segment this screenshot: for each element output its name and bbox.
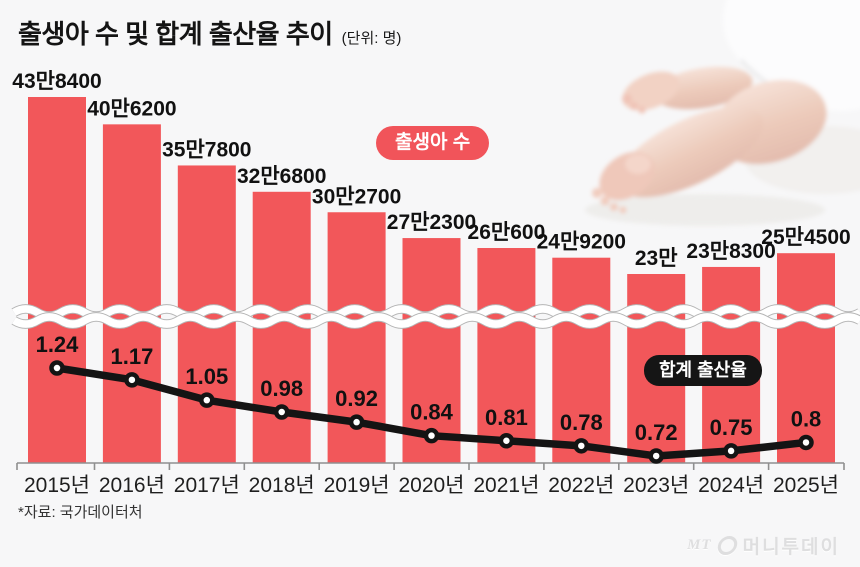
bar <box>477 248 536 463</box>
bar <box>102 124 161 464</box>
baby-diaper <box>723 0 860 112</box>
trend-point <box>423 427 440 444</box>
baby-upper-foot <box>622 71 680 111</box>
bar-value-label: 40만6200 <box>87 97 176 120</box>
year-label: 2021년 <box>473 474 539 497</box>
bar-value-label: 27만2300 <box>387 211 476 234</box>
baby-shadow <box>585 194 825 226</box>
trend-point <box>723 443 739 459</box>
trend-value-label: 1.17 <box>110 344 153 369</box>
trend-value-label: 0.92 <box>335 386 378 411</box>
fertility-series-badge: 합계 출산율 <box>644 355 762 386</box>
bar-value-label: 30만2700 <box>312 185 401 208</box>
trend-value-label: 0.98 <box>260 376 303 401</box>
trend-value-label: 0.78 <box>560 410 603 435</box>
bar-value-label: 32만6800 <box>237 165 326 188</box>
bar-value-label: 24만9200 <box>537 231 626 254</box>
bar <box>777 253 835 463</box>
baby-toe <box>638 106 646 114</box>
trend-point <box>798 434 814 451</box>
mt-logo-text: MT <box>687 537 712 553</box>
moneytoday-watermark: MT 머니투데이 <box>687 532 840 559</box>
trend-value-label: 0.81 <box>485 405 528 430</box>
trend-point <box>273 404 290 420</box>
baby-upper-leg <box>653 66 753 110</box>
bar-value-label: 23만8300 <box>686 240 775 263</box>
axis-break-wave <box>12 313 860 328</box>
moneytoday-circle-icon <box>715 536 739 555</box>
baby-toe <box>619 206 627 214</box>
trend-point <box>49 360 65 376</box>
bar <box>552 257 611 463</box>
year-label: 2020년 <box>398 474 464 497</box>
births-series-badge: 출생아 수 <box>376 126 490 160</box>
bar <box>402 238 461 463</box>
trend-value-label: 1.05 <box>185 364 228 389</box>
year-label: 2018년 <box>249 474 315 497</box>
bar <box>28 97 86 463</box>
baby-toe <box>630 102 638 110</box>
trend-value-label: 1.24 <box>36 332 80 357</box>
baby-toe <box>600 196 610 206</box>
baby-heel-highlight <box>625 154 651 174</box>
trend-value-label: 0.84 <box>410 400 454 425</box>
trend-value-label: 0.75 <box>710 415 753 440</box>
axis-break-wave <box>12 305 860 320</box>
bar-value-label: 35만7800 <box>162 138 251 161</box>
year-label: 2016년 <box>99 474 165 497</box>
trend-point <box>573 438 590 454</box>
baby-toe <box>622 94 632 104</box>
year-label: 2019년 <box>324 474 390 497</box>
title-text: 출생아 수 및 합계 출산율 추이 <box>18 19 333 49</box>
trend-point <box>199 392 215 408</box>
year-label: 2023년 <box>623 474 689 497</box>
unit-label: (단위: 명) <box>341 30 402 47</box>
moneytoday-brand-text: 머니투데이 <box>742 537 840 558</box>
year-label: 2024년 <box>698 474 764 497</box>
trend-point <box>498 433 515 449</box>
year-label: 2025년 <box>773 474 839 497</box>
baby-photo <box>585 0 860 226</box>
trend-point <box>348 414 365 430</box>
source-note: *자료: 국가데이터처 <box>18 504 143 521</box>
bar-value-label: 26만600 <box>468 221 546 244</box>
year-label: 2022년 <box>548 474 614 497</box>
baby-toe <box>592 188 602 198</box>
trend-point <box>124 372 140 388</box>
bar-value-label: 25만4500 <box>761 226 850 249</box>
trend-point <box>648 448 664 464</box>
bar-value-label: 23만 <box>635 247 678 270</box>
page-title: 출생아 수 및 합계 출산율 추이 (단위: 명) <box>18 14 401 51</box>
trend-value-label: 0.72 <box>635 420 678 445</box>
baby-toe <box>610 203 618 211</box>
trend-value-label: 0.8 <box>791 406 822 431</box>
year-label: 2015년 <box>24 474 90 497</box>
bar-value-label: 43만8400 <box>12 70 101 93</box>
year-label: 2017년 <box>174 474 240 497</box>
